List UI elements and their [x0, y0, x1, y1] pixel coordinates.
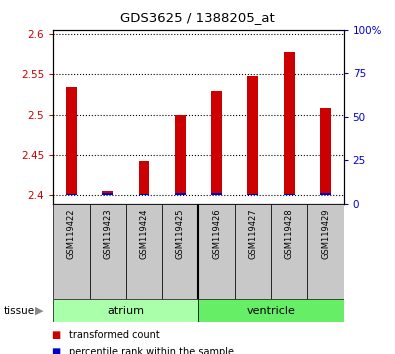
- Bar: [53, 299, 199, 322]
- Text: ▶: ▶: [35, 306, 44, 316]
- Text: GSM119428: GSM119428: [285, 208, 294, 259]
- Text: ■: ■: [51, 347, 60, 354]
- Bar: [162, 204, 199, 299]
- Bar: [102, 193, 113, 195]
- Text: ventricle: ventricle: [246, 306, 295, 316]
- Bar: [66, 194, 77, 195]
- Bar: [139, 161, 149, 195]
- Text: GSM119425: GSM119425: [176, 208, 185, 259]
- Bar: [175, 193, 186, 195]
- Text: atrium: atrium: [107, 306, 145, 316]
- Bar: [199, 204, 235, 299]
- Text: GDS3625 / 1388205_at: GDS3625 / 1388205_at: [120, 11, 275, 24]
- Bar: [102, 192, 113, 195]
- Bar: [307, 204, 344, 299]
- Bar: [126, 204, 162, 299]
- Bar: [320, 108, 331, 195]
- Bar: [53, 204, 90, 299]
- Bar: [284, 194, 295, 195]
- Bar: [235, 204, 271, 299]
- Bar: [211, 193, 222, 195]
- Bar: [139, 194, 149, 195]
- Text: ■: ■: [51, 330, 60, 340]
- Text: GSM119423: GSM119423: [103, 208, 112, 259]
- Text: transformed count: transformed count: [69, 330, 160, 340]
- Text: GSM119427: GSM119427: [248, 208, 258, 259]
- Bar: [271, 204, 307, 299]
- Text: GSM119422: GSM119422: [67, 208, 76, 259]
- Bar: [90, 204, 126, 299]
- Bar: [320, 193, 331, 195]
- Bar: [284, 52, 295, 195]
- Bar: [248, 194, 258, 195]
- Text: percentile rank within the sample: percentile rank within the sample: [69, 347, 234, 354]
- Text: GSM119424: GSM119424: [139, 208, 149, 259]
- Text: tissue: tissue: [4, 306, 35, 316]
- Text: GSM119426: GSM119426: [212, 208, 221, 259]
- Text: GSM119429: GSM119429: [321, 208, 330, 259]
- Bar: [175, 115, 186, 195]
- Bar: [248, 76, 258, 195]
- Bar: [66, 87, 77, 195]
- Bar: [211, 91, 222, 195]
- Bar: [199, 299, 344, 322]
